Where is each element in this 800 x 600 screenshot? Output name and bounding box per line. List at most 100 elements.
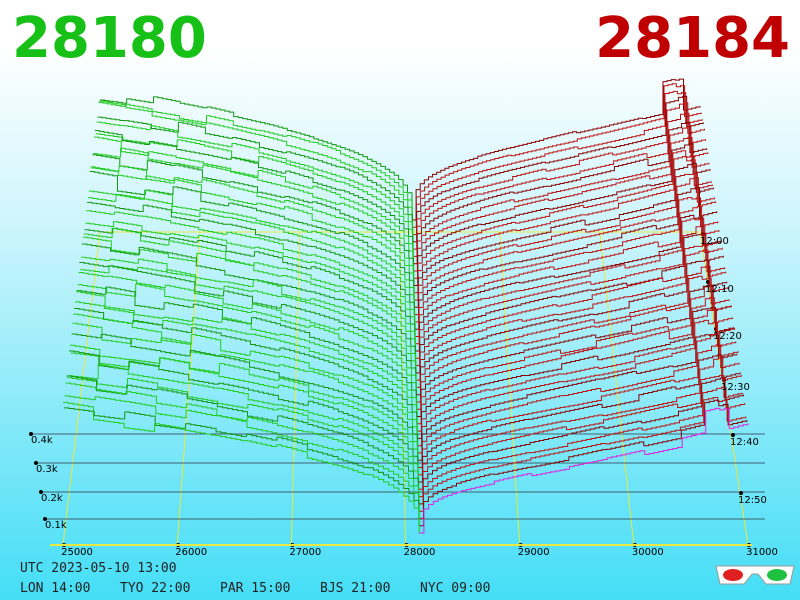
bid-depth-line xyxy=(79,262,417,395)
ask-depth-line xyxy=(414,172,715,316)
volume-label: 0.2k xyxy=(41,493,63,504)
ask-depth-line xyxy=(412,102,705,250)
city-time: PAR 15:00 xyxy=(220,581,290,596)
bid-depth-line xyxy=(89,171,415,308)
time-label: 12:50 xyxy=(738,495,767,506)
ask-depth-line xyxy=(413,150,712,294)
ask-depth-line xyxy=(416,265,729,403)
volume-label: 0.1k xyxy=(45,520,67,531)
ask-depth-line xyxy=(417,332,739,468)
time-label: 12:10 xyxy=(705,284,734,295)
ask-depth-line xyxy=(418,377,744,505)
ask-depth-line xyxy=(417,319,737,454)
price-grid-line xyxy=(176,231,201,546)
price-label: 29000 xyxy=(518,547,550,558)
bid-depth-line xyxy=(91,165,415,293)
bid-depth-line xyxy=(77,283,417,410)
bid-depth-line xyxy=(74,308,418,439)
ask-depth-line xyxy=(418,357,742,490)
bid-price: 28180 xyxy=(12,6,207,71)
time-label: 12:30 xyxy=(721,382,750,393)
bid-depth-line xyxy=(93,147,414,279)
bid-depth-line xyxy=(81,243,416,373)
bid-depth-line xyxy=(78,272,417,402)
price-grid-line xyxy=(290,231,301,546)
city-time: LON 14:00 xyxy=(20,581,90,596)
bid-depth-line xyxy=(99,100,413,228)
bid-depth-line xyxy=(71,333,418,461)
ask-depth-line xyxy=(415,244,726,381)
city-time: BJS 21:00 xyxy=(320,581,390,596)
ask-depth-line xyxy=(418,375,743,498)
bid-depth-line xyxy=(64,395,420,519)
price-grid-line xyxy=(399,231,406,546)
ask-depth-line xyxy=(413,143,711,286)
ask-depth-line xyxy=(414,187,718,330)
price-label: 25000 xyxy=(61,547,93,558)
tick-dot xyxy=(29,432,33,436)
bid-depth-line xyxy=(85,221,416,344)
ask-depth-line xyxy=(413,126,709,272)
bid-depth-line xyxy=(92,154,414,286)
bid-depth-line xyxy=(72,322,418,453)
price-grid-line xyxy=(499,231,521,546)
bid-depth-line xyxy=(84,227,416,351)
bid-depth-line xyxy=(67,377,419,497)
ask-depth-line xyxy=(414,162,714,308)
ask-depth-line xyxy=(413,156,713,301)
bid-depth-line xyxy=(69,350,419,482)
ask-depth-line xyxy=(412,83,702,228)
bid-depth-line xyxy=(80,265,417,388)
bid-depth-line xyxy=(94,130,414,264)
bid-depth-line xyxy=(86,210,416,337)
time-label: 12:20 xyxy=(713,331,742,342)
ask-depth-line xyxy=(417,308,736,447)
3d-glasses-icon xyxy=(715,565,795,585)
bid-depth-line xyxy=(70,352,419,468)
ask-depth-line xyxy=(416,285,732,425)
ask-depth-line xyxy=(412,95,704,243)
bid-depth-line xyxy=(73,313,418,446)
ask-depth-line xyxy=(414,177,717,323)
bid-depth-line xyxy=(75,291,418,424)
ask-depth-line xyxy=(416,284,731,417)
bid-depth-line xyxy=(63,401,420,533)
ask-depth-line xyxy=(412,90,703,236)
ask-depth-line xyxy=(413,121,708,265)
bid-depth-line xyxy=(82,236,416,366)
ask-depth-line xyxy=(418,386,746,512)
ask-depth-line xyxy=(414,206,720,345)
tick-dot xyxy=(739,491,743,495)
bid-depth-line xyxy=(88,189,415,315)
tick-dot xyxy=(34,461,38,465)
bid-depth-line xyxy=(66,375,419,504)
price-label: 30000 xyxy=(632,547,664,558)
ask-price: 28184 xyxy=(595,6,790,71)
ask-depth-line xyxy=(415,249,727,388)
ask-depth-line xyxy=(415,218,722,359)
tick-dot xyxy=(39,490,43,494)
bid-depth-line xyxy=(90,166,415,301)
ask-depth-line xyxy=(416,275,730,410)
ask-depth-line xyxy=(414,197,719,337)
ask-depth-line xyxy=(417,307,734,439)
time-label: 12:40 xyxy=(730,437,759,448)
volume-label: 0.4k xyxy=(31,435,53,446)
time-label: 12:00 xyxy=(700,236,729,247)
price-grid-line xyxy=(62,231,101,546)
ask-depth-line xyxy=(416,259,728,396)
ask-depth-line xyxy=(415,233,724,374)
price-label: 31000 xyxy=(746,547,778,558)
ask-depth-line xyxy=(412,78,701,221)
city-time: TYO 22:00 xyxy=(120,581,190,596)
bid-depth-line xyxy=(68,364,419,490)
bid-depth-line xyxy=(81,256,417,381)
bid-depth-line xyxy=(100,96,413,220)
ask-depth-line xyxy=(417,344,740,476)
bid-depth-line xyxy=(88,194,415,322)
bid-depth-line xyxy=(98,101,413,235)
tick-dot xyxy=(43,517,47,521)
ask-depth-line xyxy=(417,334,738,461)
